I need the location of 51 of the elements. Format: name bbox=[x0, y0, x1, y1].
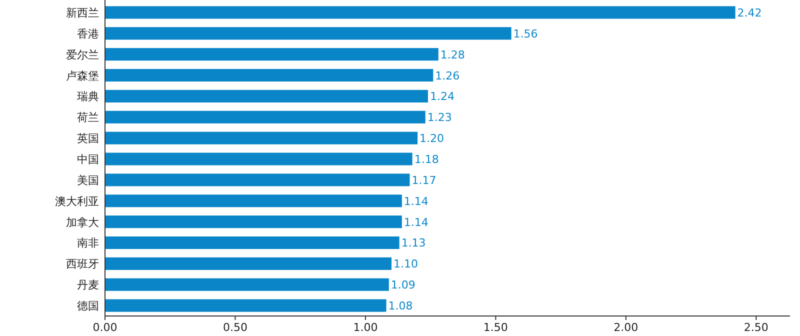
data-label: 1.56 bbox=[513, 27, 538, 40]
bar bbox=[105, 132, 418, 144]
bar bbox=[105, 257, 392, 270]
y-tick-label: 荷兰 bbox=[77, 111, 99, 124]
y-tick-label: 香港 bbox=[77, 27, 99, 40]
data-label: 1.26 bbox=[435, 69, 460, 82]
data-label: 1.28 bbox=[440, 48, 465, 62]
y-tick-label: 新西兰 bbox=[66, 6, 99, 20]
bar bbox=[105, 48, 438, 61]
y-tick-label: 爱尔兰 bbox=[66, 48, 99, 62]
y-tick-label: 加拿大 bbox=[66, 216, 99, 229]
y-tick-label: 德国 bbox=[77, 300, 99, 313]
x-tick-label: 0.50 bbox=[222, 321, 248, 334]
bar bbox=[105, 152, 412, 166]
bar bbox=[105, 299, 386, 312]
bar bbox=[105, 110, 426, 124]
y-tick-label: 丹麦 bbox=[77, 278, 99, 292]
bar bbox=[105, 216, 402, 228]
data-label: 1.24 bbox=[430, 90, 454, 104]
bar bbox=[105, 194, 402, 208]
data-label: 1.08 bbox=[388, 300, 413, 313]
x-tick-label: 1.50 bbox=[483, 321, 508, 334]
y-tick-label: 英国 bbox=[77, 132, 99, 146]
data-label: 1.14 bbox=[404, 194, 428, 208]
data-label: 1.18 bbox=[414, 153, 439, 166]
data-label: 1.10 bbox=[394, 258, 418, 271]
data-label: 1.17 bbox=[412, 174, 436, 187]
y-tick-label: 美国 bbox=[77, 174, 99, 187]
bar bbox=[105, 236, 400, 250]
data-label: 1.23 bbox=[427, 111, 452, 124]
x-tick-label: 2.50 bbox=[744, 321, 768, 334]
y-tick-label: 瑞典 bbox=[77, 90, 99, 104]
data-label: 2.42 bbox=[737, 6, 762, 20]
bar bbox=[105, 90, 428, 102]
bar bbox=[105, 6, 736, 19]
data-label: 1.14 bbox=[404, 216, 428, 229]
data-label: 1.13 bbox=[401, 236, 426, 250]
y-tick-label: 澳大利亚 bbox=[55, 194, 99, 208]
data-label: 1.09 bbox=[390, 278, 416, 292]
bar bbox=[105, 27, 512, 40]
x-tick-label: 1.00 bbox=[353, 321, 378, 334]
y-tick-label: 西班牙 bbox=[66, 258, 99, 271]
y-tick-label: 卢森堡 bbox=[66, 69, 99, 82]
y-tick-label: 中国 bbox=[77, 153, 99, 166]
bar bbox=[105, 68, 434, 82]
data-label: 1.20 bbox=[420, 132, 444, 146]
bar bbox=[105, 278, 389, 291]
bar bbox=[105, 174, 410, 186]
y-tick-label: 南非 bbox=[77, 236, 99, 250]
x-tick-label: 0.00 bbox=[92, 321, 118, 334]
x-tick-label: 2.00 bbox=[614, 321, 638, 334]
